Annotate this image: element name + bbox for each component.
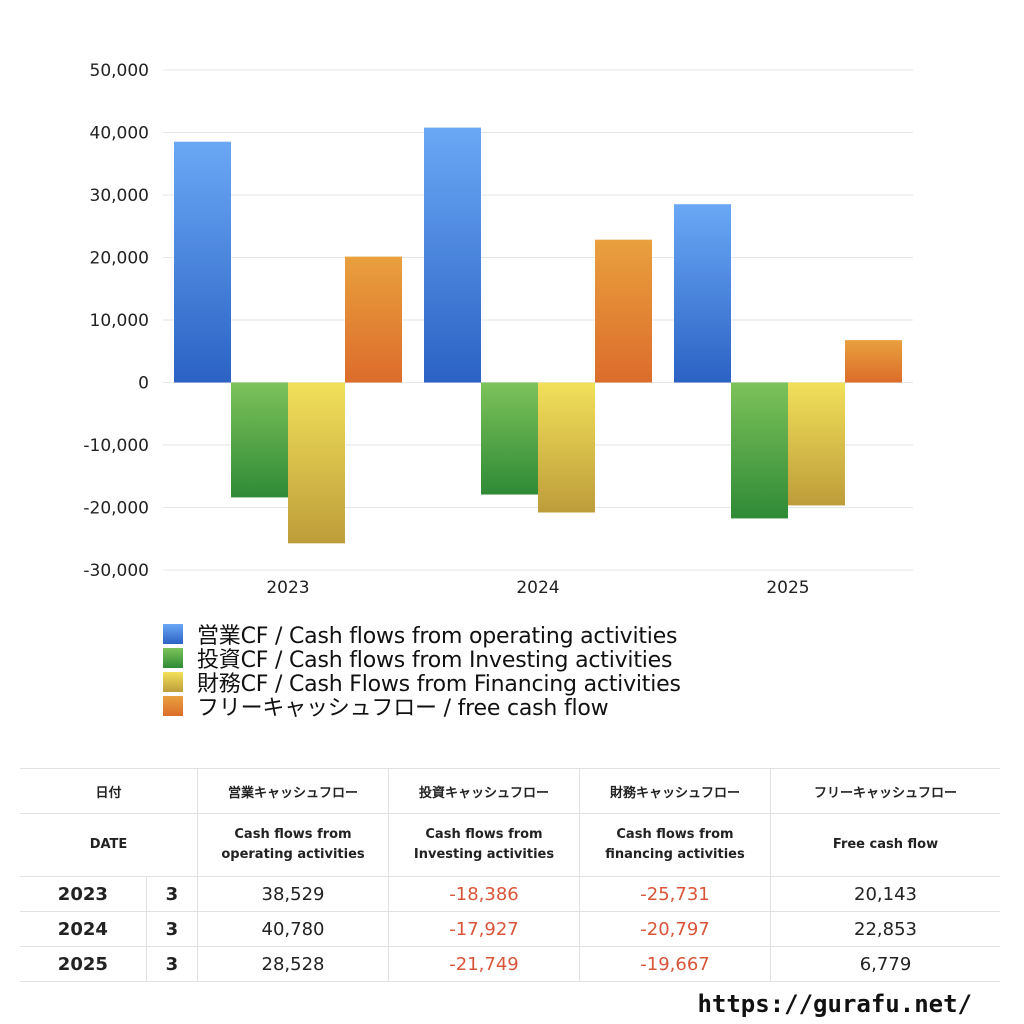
x-tick-label: 2024	[516, 578, 559, 598]
header-operating-en-line1: Cash flows from	[234, 827, 352, 842]
legend-label: 財務CF / Cash Flows from Financing activit…	[197, 672, 681, 697]
header-operating-en-line2: operating activities	[221, 847, 365, 862]
header-financing-en: Cash flows from financing activities	[579, 813, 771, 877]
header-investing-en-line2: Investing activities	[413, 847, 555, 862]
site-url[interactable]: https://gurafu.net/	[697, 990, 972, 1018]
legend-swatch	[163, 672, 183, 692]
header-date-jp: 日付	[20, 768, 198, 814]
bar	[595, 239, 652, 383]
table-row: 2024 3 40,780 -17,927 -20,797 22,853	[20, 911, 1000, 947]
legend-swatch	[163, 624, 183, 644]
row-month: 3	[145, 911, 199, 947]
row-year: 2023	[20, 876, 147, 912]
cash-flow-chart: 50,000 40,000 30,000 20,000 10,000 0 -10,000 -2…	[83, 61, 913, 598]
bar	[345, 256, 402, 383]
y-tick-label: 0	[138, 374, 149, 394]
cell-investing: -18,386	[388, 876, 580, 912]
header-date-en: DATE	[20, 813, 198, 877]
cell-financing: -25,731	[579, 876, 771, 912]
header-investing-jp: 投資キャッシュフロー	[388, 768, 580, 814]
header-financing-en-line2: financing activities	[605, 847, 745, 862]
bar	[538, 382, 595, 513]
cell-investing: -21,749	[388, 946, 580, 982]
row-month: 3	[145, 876, 199, 912]
y-tick-label: 30,000	[90, 186, 149, 206]
y-tick-label: -30,000	[83, 561, 149, 581]
header-investing-en-line1: Cash flows from	[425, 827, 543, 842]
y-tick-label: 40,000	[90, 124, 149, 144]
cell-operating: 40,780	[197, 911, 389, 947]
bar	[231, 382, 288, 498]
table-row: 2023 3 38,529 -18,386 -25,731 20,143	[20, 876, 1000, 912]
legend-label: 営業CF / Cash flows from operating activit…	[197, 624, 678, 649]
table-header-jp: 日付 営業キャッシュフロー 投資キャッシュフロー 財務キャッシュフロー フリーキ…	[20, 768, 1000, 814]
bar	[674, 204, 731, 383]
cell-operating: 28,528	[197, 946, 389, 982]
header-operating-jp: 営業キャッシュフロー	[197, 768, 389, 814]
row-year: 2025	[20, 946, 147, 982]
bar	[731, 382, 788, 519]
legend-item: フリーキャッシュフロー / free cash flow	[163, 694, 681, 721]
header-date-en-line1: DATE	[89, 837, 128, 852]
cell-free: 22,853	[770, 911, 1000, 947]
legend-item: 営業CF / Cash flows from operating activit…	[163, 622, 681, 649]
legend-item: 財務CF / Cash Flows from Financing activit…	[163, 670, 681, 697]
header-free-jp: フリーキャッシュフロー	[770, 768, 1000, 814]
bar	[174, 141, 231, 383]
cell-investing: -17,927	[388, 911, 580, 947]
cell-financing: -19,667	[579, 946, 771, 982]
bar	[845, 340, 902, 383]
header-financing-jp: 財務キャッシュフロー	[579, 768, 771, 814]
legend-item: 投資CF / Cash flows from Investing activit…	[163, 646, 681, 673]
row-month: 3	[145, 946, 199, 982]
y-tick-label: 20,000	[90, 249, 149, 269]
y-tick-label: 10,000	[90, 311, 149, 331]
legend-label: 投資CF / Cash flows from Investing activit…	[197, 648, 673, 673]
cash-flow-table: 日付 営業キャッシュフロー 投資キャッシュフロー 財務キャッシュフロー フリーキ…	[20, 768, 1000, 982]
y-tick-label: 50,000	[90, 61, 149, 81]
legend-swatch	[163, 648, 183, 668]
cell-financing: -20,797	[579, 911, 771, 947]
x-tick-label: 2023	[266, 578, 309, 598]
header-free-en-line1: Free cash flow	[832, 837, 939, 852]
cell-operating: 38,529	[197, 876, 389, 912]
y-tick-label: -10,000	[83, 436, 149, 456]
header-free-en: Free cash flow	[770, 813, 1000, 877]
legend-swatch	[163, 696, 183, 716]
legend-label: フリーキャッシュフロー / free cash flow	[197, 696, 609, 721]
bar	[424, 127, 481, 383]
chart-legend: 営業CF / Cash flows from operating activit…	[163, 622, 681, 721]
bar	[288, 382, 345, 544]
y-tick-label: -20,000	[83, 499, 149, 519]
table-row: 2025 3 28,528 -21,749 -19,667 6,779	[20, 946, 1000, 982]
header-operating-en: Cash flows from operating activities	[197, 813, 389, 877]
row-year: 2024	[20, 911, 147, 947]
bar	[788, 382, 845, 506]
x-tick-label: 2025	[766, 578, 809, 598]
bar	[481, 382, 538, 495]
cell-free: 6,779	[770, 946, 1000, 982]
header-financing-en-line1: Cash flows from	[616, 827, 734, 842]
table-header-en: DATE Cash flows from operating activities…	[20, 813, 1000, 877]
cell-free: 20,143	[770, 876, 1000, 912]
header-investing-en: Cash flows from Investing activities	[388, 813, 580, 877]
